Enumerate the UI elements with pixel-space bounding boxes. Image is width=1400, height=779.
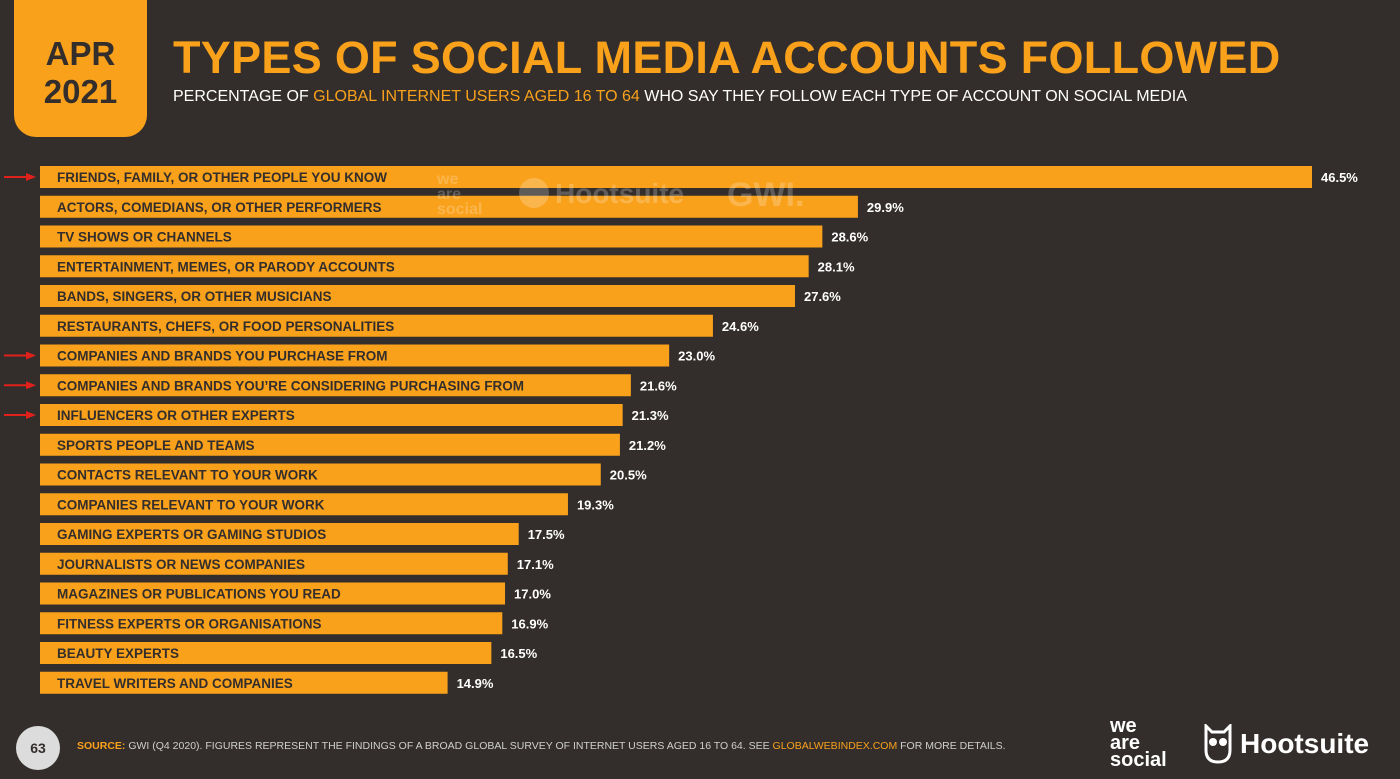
badge-month: APR	[45, 34, 116, 72]
value-label-14: 17.0%	[514, 587, 551, 602]
highlight-arrow-icon	[4, 381, 36, 390]
badge-year: 2021	[43, 72, 118, 110]
watermark-hootsuite: Hootsuite	[555, 178, 684, 209]
bar-label-10: CONTACTS RELEVANT TO YOUR WORK	[57, 468, 318, 483]
bar-1	[40, 195, 858, 218]
bar-label-12: GAMING EXPERTS OR GAMING STUDIOS	[57, 527, 326, 542]
bar-3	[40, 255, 809, 278]
bar-6	[40, 344, 670, 367]
page-number: 63	[16, 726, 60, 770]
bar-14	[40, 582, 506, 605]
bar-9	[40, 433, 620, 456]
watermark-gwi: GWI.	[727, 176, 804, 214]
bar-label-13: JOURNALISTS OR NEWS COMPANIES	[57, 557, 305, 572]
bar-label-2: TV SHOWS OR CHANNELS	[57, 230, 232, 245]
watermark-owl-icon	[519, 178, 549, 208]
logo-are: are	[1110, 732, 1141, 754]
subtitle-prefix: PERCENTAGE OF	[173, 88, 314, 105]
bar-label-8: INFLUENCERS OR OTHER EXPERTS	[57, 408, 295, 423]
highlight-arrow-icon	[4, 411, 36, 419]
bar-label-16: BEAUTY EXPERTS	[57, 646, 179, 661]
watermark-social: social	[437, 201, 482, 218]
subtitle-suffix: WHO SAY THEY FOLLOW EACH TYPE OF ACCOUNT…	[639, 88, 1187, 105]
source-note: SOURCE: GWI (Q4 2020). FIGURES REPRESENT…	[77, 740, 1006, 752]
bar-label-14: MAGAZINES OR PUBLICATIONS YOU READ	[57, 587, 341, 602]
bar-4	[40, 285, 795, 307]
bar-10	[40, 463, 601, 486]
value-label-7: 21.6%	[640, 378, 677, 393]
bar-label-4: BANDS, SINGERS, OR OTHER MUSICIANS	[57, 289, 332, 304]
bar-2	[40, 225, 823, 248]
value-label-17: 14.9%	[457, 676, 494, 691]
value-label-9: 21.2%	[629, 438, 666, 453]
subtitle-highlight: GLOBAL INTERNET USERS AGED 16 TO 64	[313, 88, 640, 105]
bar-8	[40, 404, 623, 426]
bar-5	[40, 314, 713, 337]
hootsuite-wordmark: Hootsuite	[1240, 728, 1370, 759]
source-key: SOURCE:	[77, 740, 126, 752]
watermark: we are social Hootsuite GWI.	[436, 171, 804, 218]
watermark-are: are	[437, 186, 461, 203]
bar-17	[40, 671, 448, 694]
page-subtitle: PERCENTAGE OF GLOBAL INTERNET USERS AGED…	[173, 88, 1187, 106]
value-label-5: 24.6%	[722, 319, 759, 334]
bar-label-15: FITNESS EXPERTS OR ORGANISATIONS	[57, 616, 322, 631]
bar-label-9: SPORTS PEOPLE AND TEAMS	[57, 438, 255, 453]
logo-we: we	[1110, 715, 1137, 737]
bar-label-6: COMPANIES AND BRANDS YOU PURCHASE FROM	[57, 349, 388, 364]
bar-13	[40, 552, 508, 575]
value-label-1: 29.9%	[867, 200, 904, 215]
value-label-15: 16.9%	[511, 616, 548, 631]
source-text: GWI (Q4 2020). FIGURES REPRESENT THE FIN…	[125, 740, 773, 752]
bar-label-7: COMPANIES AND BRANDS YOU’RE CONSIDERING …	[57, 378, 524, 393]
bar-16	[40, 642, 492, 664]
bars-group: FRIENDS, FAMILY, OR OTHER PEOPLE YOU KNO…	[4, 166, 1358, 694]
value-label-2: 28.6%	[831, 230, 868, 245]
value-label-8: 21.3%	[632, 408, 669, 423]
bar-label-0: FRIENDS, FAMILY, OR OTHER PEOPLE YOU KNO…	[57, 170, 387, 185]
bar-label-1: ACTORS, COMEDIANS, OR OTHER PERFORMERS	[57, 200, 382, 215]
value-label-12: 17.5%	[528, 527, 565, 542]
owl-icon	[1204, 724, 1232, 764]
bar-15	[40, 612, 503, 635]
source-link[interactable]: GLOBALWEBINDEX.COM	[772, 740, 898, 752]
bar-12	[40, 523, 519, 545]
bar-label-17: TRAVEL WRITERS AND COMPANIES	[57, 676, 293, 691]
value-label-6: 23.0%	[678, 349, 715, 364]
date-badge: APR 2021	[14, 0, 147, 137]
value-label-11: 19.3%	[577, 497, 614, 512]
value-label-3: 28.1%	[818, 259, 855, 274]
value-label-10: 20.5%	[610, 468, 647, 483]
hootsuite-logo: Hootsuite	[1202, 724, 1369, 764]
we-are-social-logo: we are social	[1110, 715, 1167, 771]
value-label-4: 27.6%	[804, 289, 841, 304]
bar-label-11: COMPANIES RELEVANT TO YOUR WORK	[57, 497, 325, 512]
bar-11	[40, 493, 568, 516]
bar-0	[40, 166, 1312, 188]
source-tail: FOR MORE DETAILS.	[897, 740, 1006, 752]
value-label-16: 16.5%	[500, 646, 537, 661]
highlight-arrow-icon	[4, 173, 36, 181]
watermark-we: we	[436, 171, 458, 188]
logo-social: social	[1110, 749, 1167, 771]
value-label-13: 17.1%	[517, 557, 554, 572]
bar-7	[40, 374, 631, 397]
bar-label-5: RESTAURANTS, CHEFS, OR FOOD PERSONALITIE…	[57, 319, 394, 334]
bar-label-3: ENTERTAINMENT, MEMES, OR PARODY ACCOUNTS	[57, 259, 395, 274]
highlight-arrow-icon	[4, 351, 36, 360]
value-label-0: 46.5%	[1321, 170, 1358, 185]
page-title: TYPES OF SOCIAL MEDIA ACCOUNTS FOLLOWED	[173, 32, 1281, 83]
